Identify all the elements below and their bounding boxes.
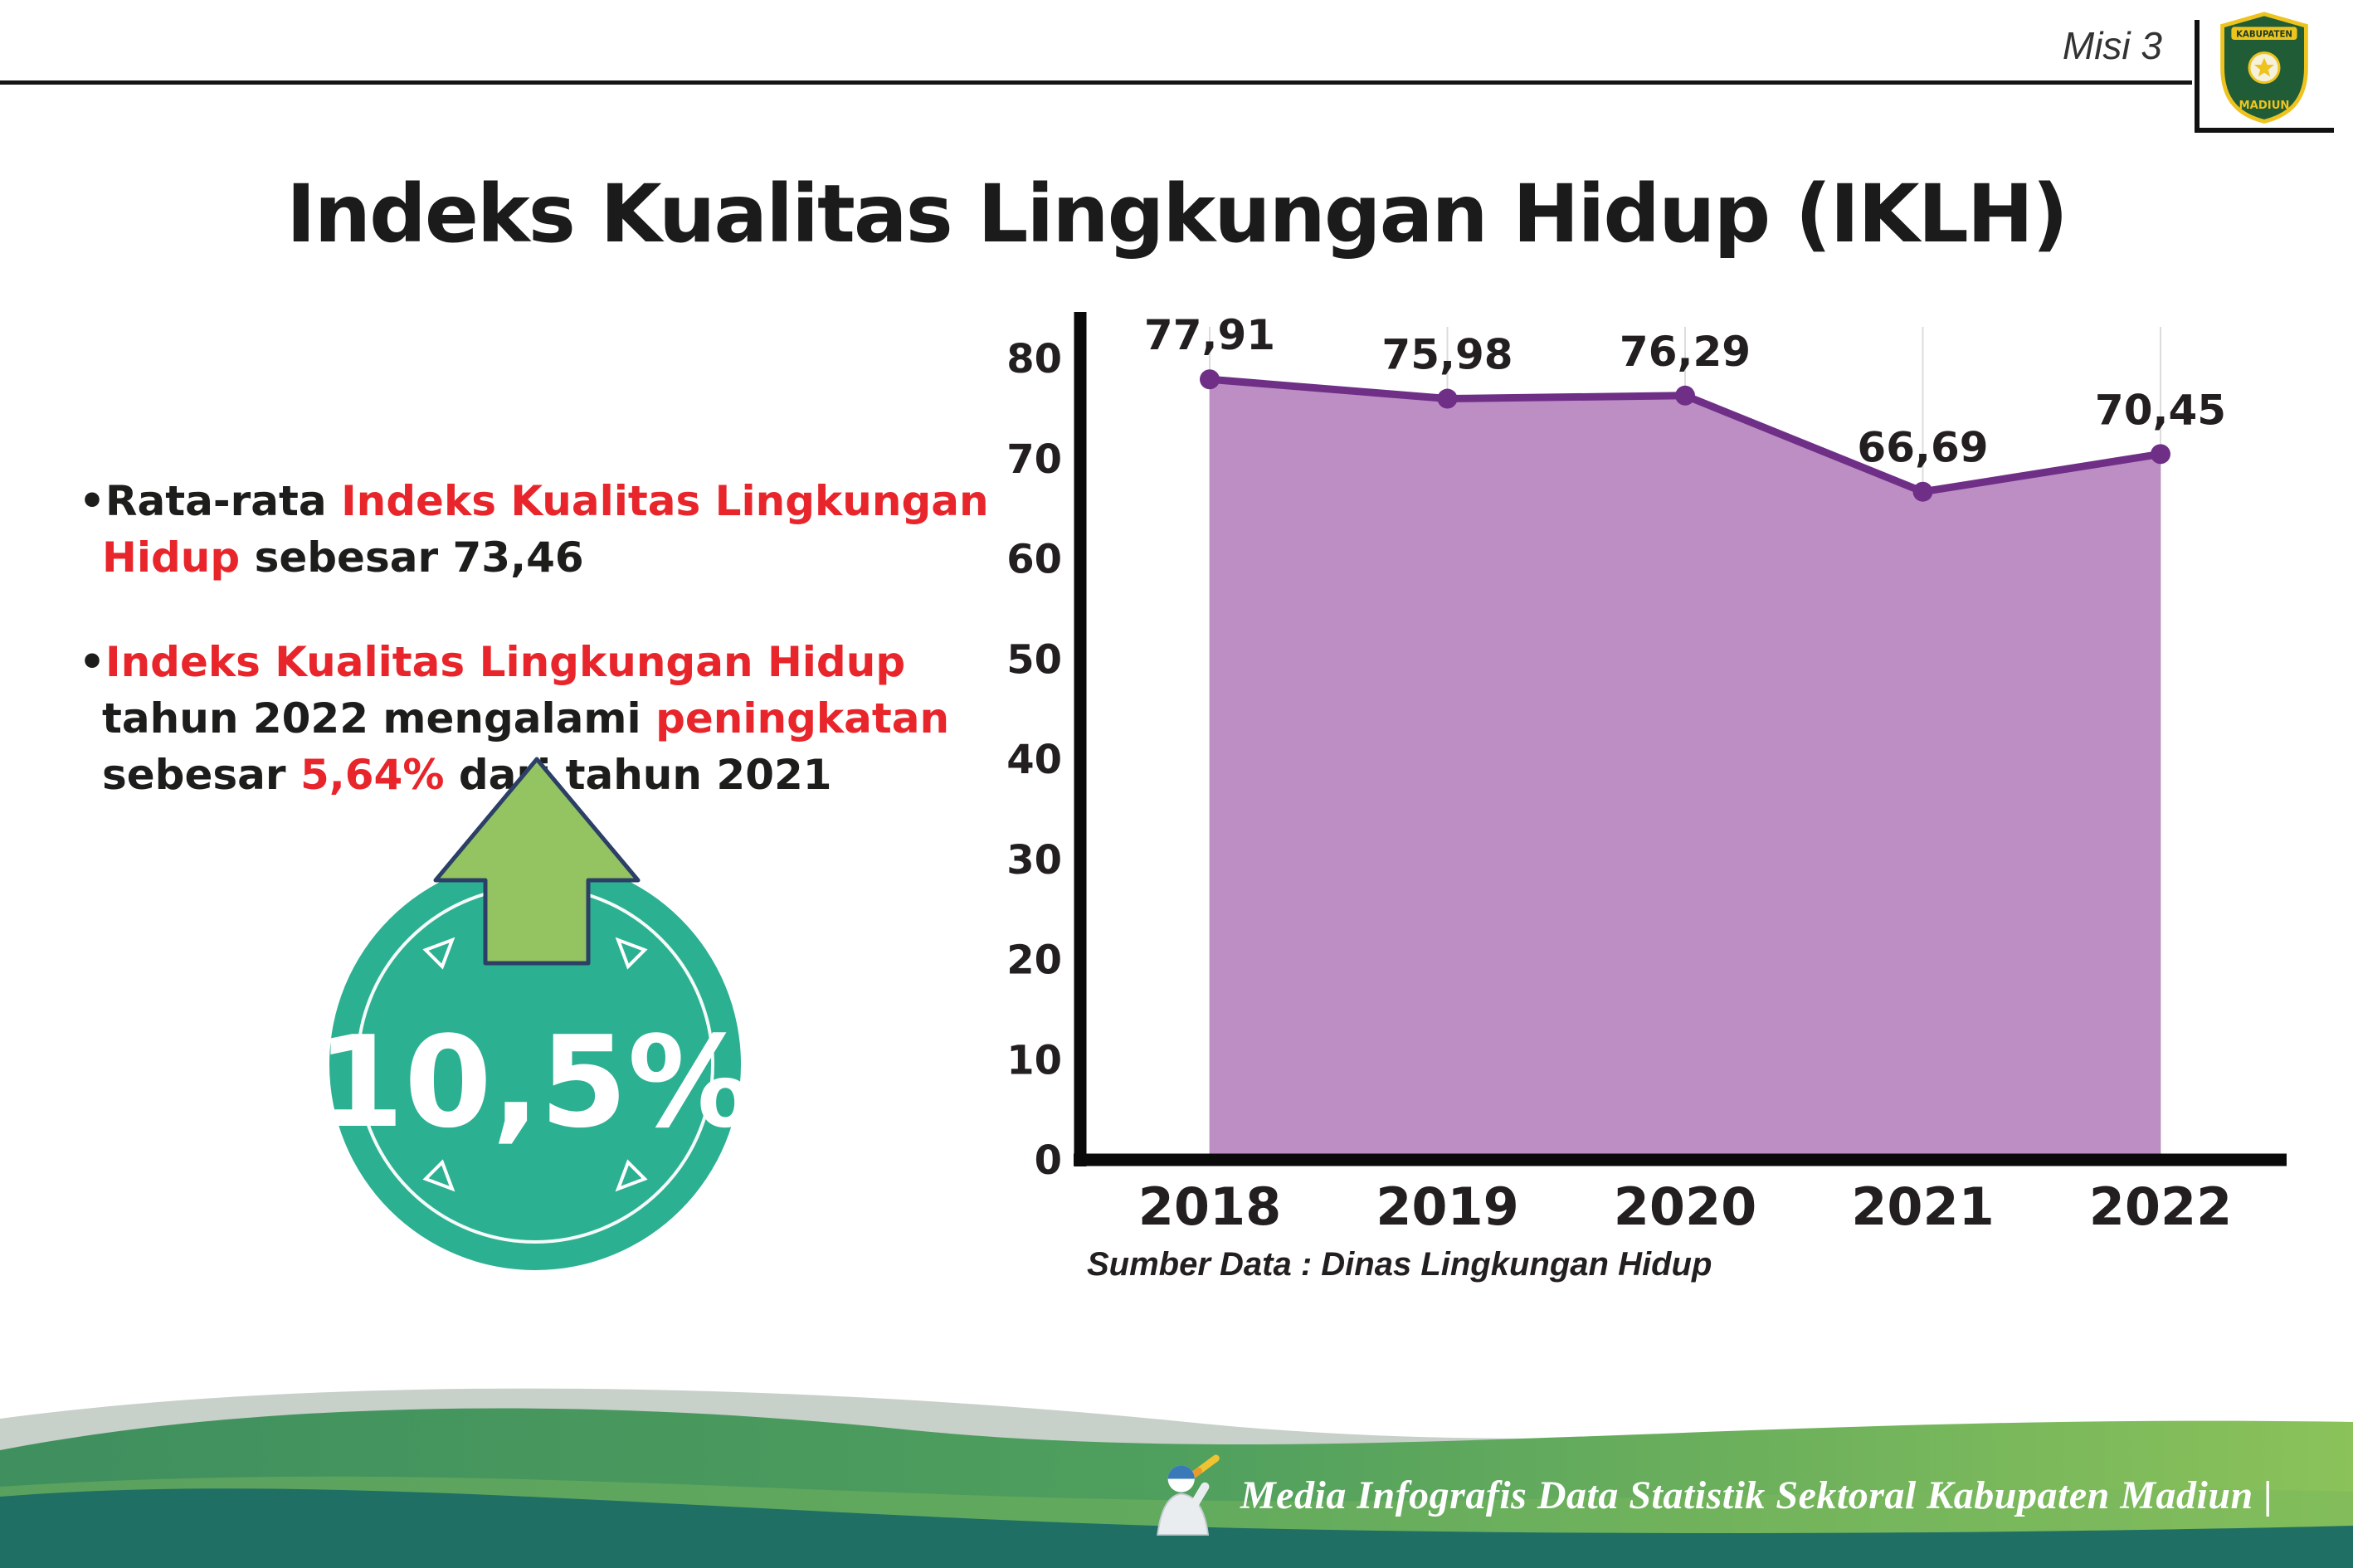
text-segment: sebesar [102, 751, 300, 799]
iklh-area-chart: 77,91 75,98 76,29 66,69 70,45 0 10 20 30 40 50 60 70… [1006, 311, 2287, 1237]
data-point [1675, 385, 1695, 406]
text-segment: peningkatan [655, 694, 950, 743]
data-point [1912, 481, 1933, 502]
decor-triangle-icon [615, 937, 648, 970]
y-tick-label: 70 [1006, 436, 1062, 483]
chart-area [1210, 379, 2161, 1160]
bullet-item-average: •Rata-rata Indeks Kualitas Lingkungan Hi… [79, 473, 1008, 586]
page-title: Indeks Kualitas Lingkungan Hidup (IKLH) [286, 168, 2068, 261]
text-segment: tahun 2022 mengalami [102, 694, 656, 743]
y-tick-label: 30 [1006, 837, 1062, 884]
increase-percentage: 10,5% [319, 1009, 751, 1156]
y-tick-label: 0 [1035, 1137, 1062, 1184]
y-tick-label: 50 [1006, 636, 1062, 683]
logo-frame-horizontal [2195, 128, 2334, 133]
logo-star-icon [2254, 57, 2274, 77]
chart-axes [1074, 312, 2287, 1166]
top-divider [0, 80, 2192, 85]
bullet-item-increase: •Indeks Kualitas Lingkungan Hidup tahun … [79, 634, 1008, 803]
increase-badge: 10,5% [319, 757, 751, 1270]
y-tick-label: 20 [1006, 937, 1062, 984]
bullet-text: Indeks Kualitas Lingkungan Hidup tahun 2… [102, 638, 949, 799]
footer-credit: Media Infografis Data Statistik Sektoral… [1240, 1473, 2273, 1517]
value-label: 77,91 [1144, 311, 1275, 359]
area-fill [1210, 379, 2161, 1160]
x-tick-label: 2018 [1138, 1176, 1282, 1237]
y-tick-label: 10 [1006, 1037, 1062, 1083]
mission-label: Misi 3 [2062, 24, 2162, 67]
logo-text-madiun: MADIUN [2239, 100, 2290, 112]
x-tick-label: 2022 [2089, 1176, 2233, 1237]
text-segment: 5,64% [300, 751, 445, 799]
y-tick-label: 80 [1006, 336, 1062, 382]
value-label: 70,45 [2095, 386, 2226, 434]
text-segment: Rata-rata [105, 477, 342, 525]
decor-triangle-icon [615, 1159, 648, 1192]
text-segment: sebesar 73,46 [240, 533, 584, 582]
bullet-marker: • [79, 638, 105, 686]
mascot-icon [1157, 1454, 1220, 1536]
decor-triangle-icon [422, 1159, 455, 1192]
footer-credit-row: Media Infografis Data Statistik Sektoral… [1145, 1454, 2273, 1536]
y-tick-label: 40 [1006, 737, 1062, 783]
value-label: 75,98 [1381, 331, 1513, 379]
x-tick-label: 2020 [1614, 1176, 1757, 1237]
key-points-list: •Rata-rata Indeks Kualitas Lingkungan Hi… [79, 473, 1008, 803]
data-point [2151, 444, 2170, 465]
up-arrow-icon [433, 757, 641, 966]
logo-frame-vertical [2195, 20, 2200, 133]
data-point [1200, 369, 1220, 390]
value-label: 66,69 [1857, 424, 1988, 472]
bullet-marker: • [79, 477, 105, 525]
y-tick-label: 60 [1006, 537, 1062, 583]
logo-text-kabupaten: KABUPATEN [2236, 30, 2292, 39]
text-segment: Indeks Kualitas Lingkungan Hidup [105, 638, 906, 686]
x-tick-label: 2021 [1851, 1176, 1995, 1237]
kabupaten-madiun-logo: KABUPATEN MADIUN [2220, 12, 2308, 124]
logo-banner [2231, 27, 2297, 40]
value-label: 76,29 [1620, 328, 1751, 376]
chart-labels: 77,91 75,98 76,29 66,69 70,45 0 10 20 30 40 50 60 70… [1006, 311, 2232, 1237]
x-tick-label: 2019 [1376, 1176, 1519, 1237]
text-segment: Indeks Kualitas Lingkungan Hidup [102, 477, 989, 582]
data-point [1437, 388, 1458, 409]
data-source-label: Sumber Data : Dinas Lingkungan Hidup [1087, 1246, 1712, 1283]
decor-triangle-icon [422, 937, 455, 970]
chart-series [1200, 369, 2170, 502]
bullet-text: Rata-rata Indeks Kualitas Lingkungan Hid… [102, 477, 989, 582]
badge-circle [329, 859, 741, 1270]
